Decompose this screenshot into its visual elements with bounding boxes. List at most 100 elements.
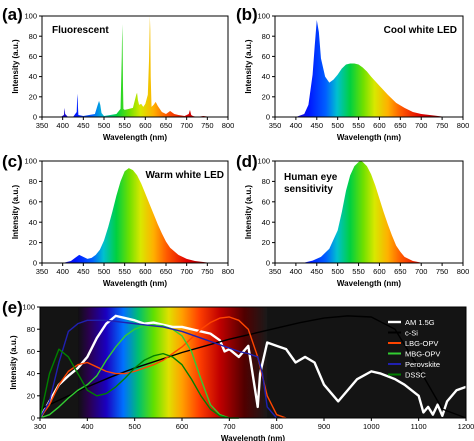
- plot-frame: [274, 160, 464, 264]
- x-tick-label: 800: [457, 121, 470, 130]
- x-tick-label: 400: [56, 267, 69, 276]
- y-tick-label: 100: [24, 12, 37, 21]
- y-tick-label: 60: [29, 197, 37, 206]
- x-axis-label: Wavelength (nm): [337, 133, 401, 142]
- y-tick-label: 40: [27, 369, 35, 378]
- y-axis-label: Intensity (a.u.): [11, 39, 20, 94]
- x-tick-label: 350: [36, 121, 49, 130]
- y-tick-label: 80: [29, 177, 37, 186]
- y-tick-label: 80: [262, 32, 270, 41]
- x-tick-label: 650: [160, 267, 173, 276]
- x-tick-label: 600: [373, 121, 386, 130]
- x-tick-label: 450: [311, 121, 324, 130]
- x-tick-label: 400: [290, 267, 303, 276]
- y-tick-label: 100: [24, 157, 37, 166]
- plot-frame: [41, 15, 229, 118]
- legend-label-dssc: DSSC: [405, 371, 426, 380]
- x-tick-label: 700: [415, 121, 428, 130]
- y-tick-label: 100: [257, 12, 270, 21]
- plot-frame: [39, 306, 467, 419]
- y-tick-label: 60: [262, 197, 270, 206]
- x-tick-label: 400: [290, 121, 303, 130]
- x-tick-label: 350: [269, 267, 282, 276]
- x-tick-label: 500: [331, 267, 344, 276]
- series-line-dssc: [39, 348, 239, 419]
- y-tick-label: 80: [29, 32, 37, 41]
- x-tick-label: 800: [222, 121, 235, 130]
- series-line-perovskite: [39, 319, 278, 419]
- x-tick-label: 900: [318, 422, 331, 431]
- panel-c: 350 400 450 500 550 600 650 700 750 800 0 20 40 60 80 1…: [2, 152, 234, 288]
- series-line-am-1-5g: [38, 314, 467, 419]
- x-tick-label: 500: [98, 267, 111, 276]
- series-line-lbg-opv: [39, 316, 287, 419]
- x-tick-label: 600: [373, 267, 386, 276]
- x-tick-label: 800: [457, 267, 470, 276]
- x-tick-label: 550: [118, 121, 131, 130]
- y-tick-label: 0: [33, 259, 37, 268]
- y-tick-label: 20: [29, 92, 37, 101]
- chart-title-text: Human eye sensitivity: [284, 172, 338, 195]
- y-axis-label: Intensity (a.u.): [244, 39, 253, 94]
- y-tick-label: 60: [27, 347, 35, 356]
- panel-a: 350 400 450 500 550 600 650 700 750 800 0 20 40 60 80 1…: [2, 5, 234, 142]
- y-tick-label: 20: [29, 238, 37, 247]
- x-tick-label: 450: [77, 121, 90, 130]
- x-tick-label: 350: [36, 267, 49, 276]
- y-tick-label: 100: [22, 303, 35, 312]
- panel-label: (d): [236, 152, 258, 171]
- y-tick-label: 20: [27, 391, 35, 400]
- y-tick-label: 20: [262, 92, 270, 101]
- x-tick-label: 700: [223, 422, 236, 431]
- x-axis-label: Wavelength (nm): [221, 434, 285, 441]
- x-tick-label: 800: [222, 267, 235, 276]
- x-tick-label: 1000: [363, 422, 380, 431]
- y-tick-label: 0: [33, 113, 37, 122]
- x-tick-label: 750: [436, 267, 449, 276]
- x-tick-label: 1200: [458, 422, 474, 431]
- y-tick-label: 60: [262, 52, 270, 61]
- y-tick-label: 20: [262, 238, 270, 247]
- x-tick-label: 700: [180, 121, 193, 130]
- x-tick-label: 800: [270, 422, 283, 431]
- y-tick-label: 40: [262, 218, 270, 227]
- x-tick-label: 650: [160, 121, 173, 130]
- legend-label-mbg-opv: MBG-OPV: [405, 350, 440, 359]
- legend-label-c-si: c-Si: [405, 329, 418, 338]
- x-tick-label: 750: [201, 121, 214, 130]
- y-tick-label: 40: [29, 218, 37, 227]
- x-tick-label: 500: [98, 121, 111, 130]
- y-tick-label: 40: [29, 72, 37, 81]
- y-tick-label: 0: [266, 259, 270, 268]
- panel-b: 350 400 450 500 550 600 650 700 750 800 0 20 40 60 80 1…: [236, 5, 469, 142]
- x-tick-label: 650: [394, 267, 407, 276]
- chart-title-text: Cool white LED: [384, 25, 457, 36]
- y-tick-label: 60: [29, 52, 37, 61]
- y-tick-label: 40: [262, 72, 270, 81]
- panel-label: (b): [236, 5, 258, 24]
- x-tick-label: 600: [176, 422, 189, 431]
- panel-label: (e): [2, 298, 23, 317]
- chart-title: Warm white LED: [145, 170, 224, 181]
- x-tick-label: 400: [56, 121, 69, 130]
- x-tick-label: 550: [352, 267, 365, 276]
- x-tick-label: 450: [311, 267, 324, 276]
- x-tick-label: 550: [118, 267, 131, 276]
- chart-title-text: Warm white LED: [145, 170, 224, 181]
- panel-label: (c): [2, 152, 23, 171]
- x-axis-label: Wavelength (nm): [103, 133, 167, 142]
- y-axis-label: Intensity (a.u.): [244, 185, 253, 240]
- legend-label-lbg-opv: LBG-OPV: [405, 339, 438, 348]
- x-axis-label: Wavelength (nm): [337, 279, 401, 288]
- chart-title: Human eye sensitivity: [284, 172, 338, 195]
- x-tick-label: 550: [352, 121, 365, 130]
- panel-label: (a): [2, 5, 23, 24]
- y-tick-label: 0: [31, 414, 35, 423]
- x-tick-label: 500: [331, 121, 344, 130]
- panel-e: 300 400 500 600 700 800 900 1000 1100 1200 0 20 40 60…: [2, 298, 474, 441]
- legend-label-perovskite: Perovskite: [405, 360, 440, 369]
- chart-title: Fluorescent: [52, 25, 109, 36]
- x-tick-label: 650: [394, 121, 407, 130]
